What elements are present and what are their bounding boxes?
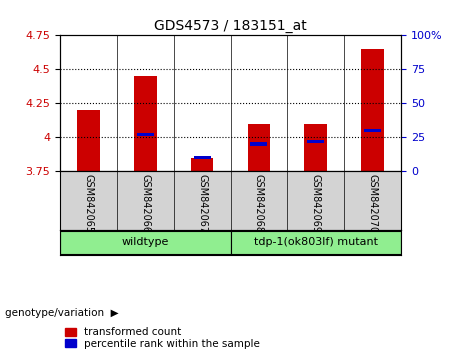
Bar xyxy=(60,231,230,253)
Bar xyxy=(194,156,211,159)
Bar xyxy=(307,140,324,143)
Bar xyxy=(304,124,327,171)
Bar xyxy=(134,76,157,171)
Text: GSM842068: GSM842068 xyxy=(254,174,264,233)
Title: GDS4573 / 183151_at: GDS4573 / 183151_at xyxy=(154,19,307,33)
Text: genotype/variation  ▶: genotype/variation ▶ xyxy=(5,308,118,318)
Text: GSM842069: GSM842069 xyxy=(311,174,321,233)
Bar xyxy=(361,49,384,171)
Text: GSM842065: GSM842065 xyxy=(83,174,94,233)
Bar xyxy=(364,129,381,132)
Bar xyxy=(136,133,154,136)
Text: tdp-1(ok803lf) mutant: tdp-1(ok803lf) mutant xyxy=(254,237,378,247)
Bar xyxy=(248,124,270,171)
Text: GSM842066: GSM842066 xyxy=(140,174,150,233)
Text: wildtype: wildtype xyxy=(122,237,169,247)
Bar xyxy=(191,158,213,171)
Text: GSM842067: GSM842067 xyxy=(197,174,207,233)
Legend: transformed count, percentile rank within the sample: transformed count, percentile rank withi… xyxy=(65,327,260,349)
Bar xyxy=(230,231,401,253)
Bar xyxy=(77,110,100,171)
Bar xyxy=(250,142,267,146)
Text: GSM842070: GSM842070 xyxy=(367,174,378,233)
